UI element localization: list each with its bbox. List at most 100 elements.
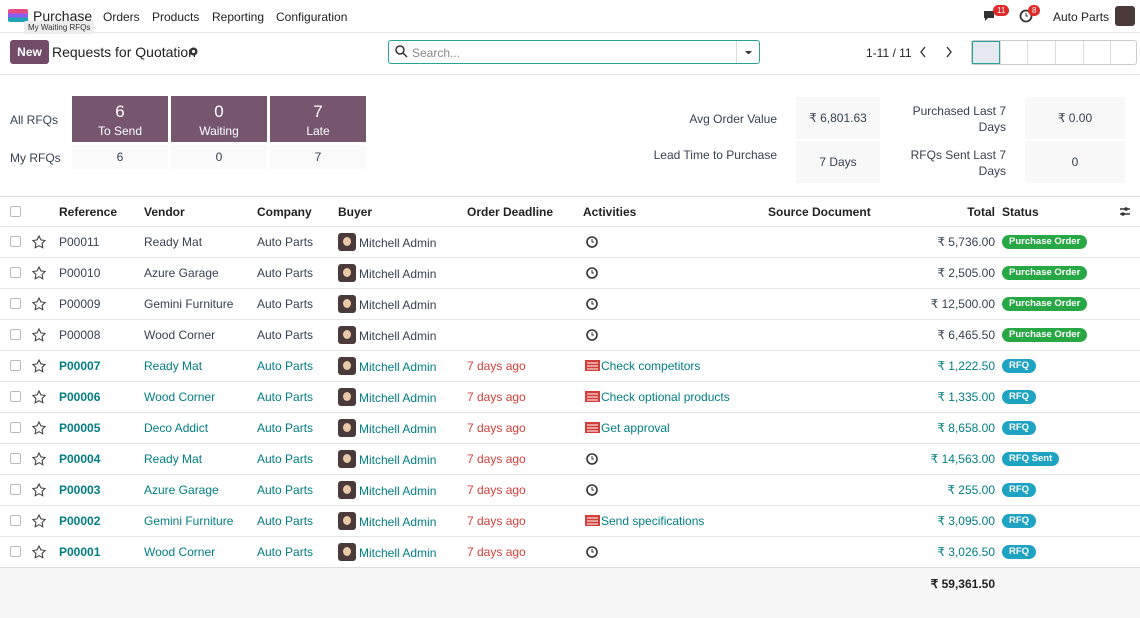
dashboard bbox=[0, 74, 1140, 196]
search-box[interactable] bbox=[388, 40, 760, 64]
total: ₹ 255.00 bbox=[947, 483, 995, 497]
activity-icon[interactable] bbox=[585, 444, 599, 485]
star[interactable] bbox=[31, 227, 47, 268]
list-view[interactable] bbox=[972, 41, 1000, 64]
star[interactable] bbox=[31, 506, 47, 547]
vendor: Ready Mat bbox=[144, 452, 203, 466]
new-button[interactable]: New bbox=[10, 40, 49, 64]
row-checkbox[interactable] bbox=[10, 360, 21, 371]
row-checkbox[interactable] bbox=[10, 236, 21, 247]
star[interactable] bbox=[31, 382, 47, 423]
status-badge: RFQ bbox=[1002, 390, 1037, 404]
user-avatar[interactable] bbox=[1115, 6, 1135, 26]
reference: P00001 bbox=[59, 545, 101, 559]
column-header[interactable]: Vendor bbox=[144, 205, 185, 219]
row-checkbox[interactable] bbox=[10, 515, 21, 526]
table-row[interactable]: P00008 Wood Corner Auto Parts Mitchell Admi… bbox=[0, 319, 1140, 350]
activity-icon[interactable] bbox=[585, 258, 599, 299]
table-row[interactable]: P00011 Ready Mat Auto Parts Mitchell Admin ₹… bbox=[0, 226, 1140, 257]
activity-summary[interactable]: Get approval bbox=[601, 421, 670, 435]
table-row[interactable]: P00007 Ready Mat Auto Parts Mitchell Admin 7… bbox=[0, 350, 1140, 381]
table-row[interactable]: P00003 Azure Garage Auto Parts Mitchell Adm… bbox=[0, 474, 1140, 505]
column-header[interactable]: Source Document bbox=[768, 205, 871, 219]
company-switcher[interactable]: Auto Parts bbox=[1053, 10, 1110, 24]
row-checkbox[interactable] bbox=[10, 546, 21, 557]
activity-icon[interactable] bbox=[585, 382, 600, 423]
table-row[interactable]: P00009 Gemini Furniture Auto Parts Mitchell… bbox=[0, 288, 1140, 319]
star[interactable] bbox=[31, 289, 47, 330]
table-row[interactable]: P00005 Deco Addict Auto Parts Mitchell Admi… bbox=[0, 412, 1140, 443]
pager: 1-11 / 11 bbox=[866, 46, 912, 60]
star[interactable] bbox=[31, 351, 47, 392]
menu-item[interactable]: Products bbox=[152, 10, 200, 24]
activity-icon[interactable] bbox=[585, 475, 599, 516]
reference: P00007 bbox=[59, 359, 101, 373]
pager-arrows[interactable] bbox=[912, 40, 960, 64]
my-count[interactable]: 7 bbox=[270, 145, 366, 169]
activities-icon[interactable] bbox=[1019, 9, 1033, 23]
menu-item[interactable]: Orders bbox=[103, 10, 140, 24]
settings-gear[interactable] bbox=[188, 46, 199, 57]
my-count[interactable]: 0 bbox=[171, 145, 267, 169]
app-name[interactable]: Purchase bbox=[33, 8, 93, 24]
row-checkbox[interactable] bbox=[10, 422, 21, 433]
activity-icon[interactable] bbox=[585, 289, 599, 330]
status-tile[interactable]: 0 Waiting bbox=[171, 96, 267, 142]
star[interactable] bbox=[31, 475, 47, 516]
column-header[interactable]: Order Deadline bbox=[467, 205, 554, 219]
status-tile[interactable]: 7 Late bbox=[270, 96, 366, 142]
menu-item[interactable]: Configuration bbox=[276, 10, 348, 24]
row-checkbox[interactable] bbox=[10, 484, 21, 495]
activity-summary[interactable]: Send specifications bbox=[601, 514, 705, 528]
activity-icon[interactable] bbox=[585, 351, 600, 392]
messages-icon[interactable] bbox=[982, 9, 998, 23]
row-checkbox[interactable] bbox=[10, 298, 21, 309]
table-row[interactable]: P00002 Gemini Furniture Auto Parts Mitchell… bbox=[0, 505, 1140, 536]
activity-icon[interactable] bbox=[585, 320, 599, 361]
row-checkbox[interactable] bbox=[10, 267, 21, 278]
activity-summary[interactable]: Check competitors bbox=[601, 359, 701, 373]
kanban-view[interactable] bbox=[999, 41, 1028, 64]
star[interactable] bbox=[31, 444, 47, 485]
column-header[interactable]: Status bbox=[1002, 205, 1039, 219]
column-header[interactable]: Buyer bbox=[338, 205, 373, 219]
menu-item[interactable]: Reporting bbox=[212, 10, 265, 24]
star[interactable] bbox=[31, 413, 47, 454]
table-row[interactable]: P00001 Wood Corner Auto Parts Mitchell Admi… bbox=[0, 536, 1140, 567]
buyer-avatar bbox=[338, 264, 356, 282]
table-row[interactable]: P00004 Ready Mat Auto Parts Mitchell Admin 7… bbox=[0, 443, 1140, 474]
activity-icon[interactable] bbox=[585, 537, 599, 578]
graph-view[interactable] bbox=[1054, 41, 1083, 64]
column-header[interactable]: Total bbox=[967, 205, 995, 219]
table-row[interactable]: P00010 Azure Garage Auto Parts Mitchell Adm… bbox=[0, 257, 1140, 288]
status-tile[interactable]: 6 To Send bbox=[72, 96, 168, 142]
activity-icon[interactable] bbox=[585, 227, 599, 268]
status-badge: RFQ bbox=[1002, 545, 1037, 559]
stat-value: ₹ 0.00 bbox=[1025, 97, 1125, 139]
column-header[interactable]: Reference bbox=[59, 205, 118, 219]
column-header[interactable]: Company bbox=[257, 205, 312, 219]
my-count[interactable]: 6 bbox=[72, 145, 168, 169]
star[interactable] bbox=[31, 258, 47, 299]
calendar-view[interactable] bbox=[1082, 41, 1111, 64]
select-all[interactable] bbox=[10, 206, 21, 217]
table-row[interactable]: P00006 Wood Corner Auto Parts Mitchell Admi… bbox=[0, 381, 1140, 412]
star[interactable] bbox=[31, 537, 47, 578]
activity-view[interactable] bbox=[1110, 41, 1136, 64]
column-header[interactable]: Activities bbox=[583, 205, 637, 219]
view-switcher[interactable] bbox=[971, 40, 1137, 65]
pivot-view[interactable] bbox=[1027, 41, 1055, 64]
row-checkbox[interactable] bbox=[10, 329, 21, 340]
row-checkbox[interactable] bbox=[10, 391, 21, 402]
optional-columns[interactable] bbox=[1119, 197, 1131, 238]
activity-summary[interactable]: Check optional products bbox=[601, 390, 730, 404]
activity-icon[interactable] bbox=[585, 506, 600, 547]
search-toggle[interactable] bbox=[736, 41, 759, 63]
tooltip: My Waiting RFQs bbox=[24, 21, 95, 34]
star[interactable] bbox=[31, 320, 47, 361]
row-checkbox[interactable] bbox=[10, 453, 21, 464]
buyer: Mitchell Admin bbox=[359, 329, 437, 343]
app-icon[interactable] bbox=[8, 9, 28, 22]
buyer-avatar bbox=[338, 450, 356, 468]
activity-icon[interactable] bbox=[585, 413, 600, 454]
